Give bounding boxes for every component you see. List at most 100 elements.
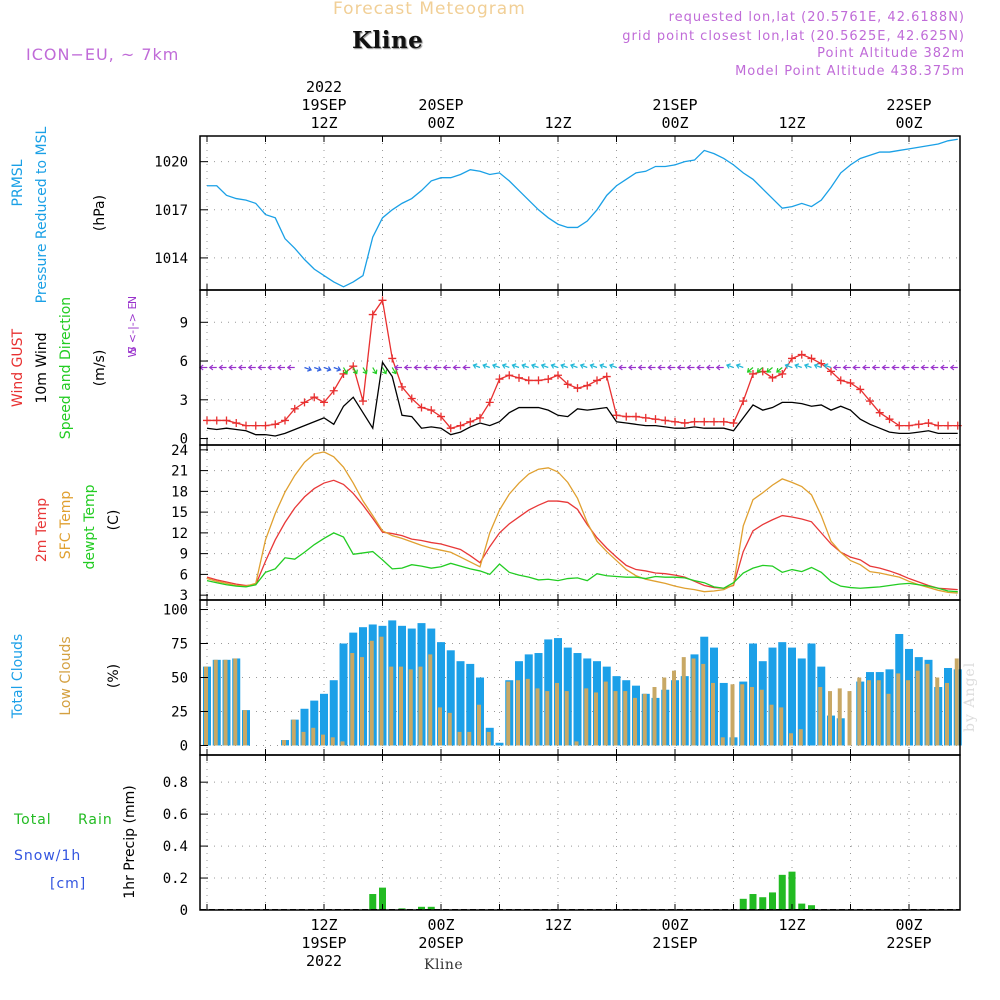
wind-arrow — [551, 364, 559, 369]
low-cloud-bar — [467, 731, 472, 746]
low-cloud-bar — [711, 682, 715, 746]
gust-marker — [856, 385, 865, 394]
wind-arrow — [747, 367, 754, 373]
gust-marker — [203, 416, 211, 425]
wind-arrow-head — [326, 366, 332, 372]
low-cloud-bar — [789, 733, 793, 746]
panel-frame — [199, 444, 961, 601]
wind-arrow-head — [277, 364, 282, 371]
gust-marker — [437, 412, 445, 421]
gust-marker — [680, 419, 689, 428]
wind-arrow — [372, 367, 377, 374]
location-title: Kline — [352, 27, 424, 54]
y-tick-label: 9 — [180, 315, 188, 331]
y-tick-label: 1020 — [154, 155, 188, 171]
time-label-top: 19SEP — [301, 96, 346, 114]
wind-arrow-head — [949, 364, 955, 371]
wind-arrow-head — [550, 363, 556, 369]
low-cloud-bar — [857, 677, 862, 746]
low-cloud-bar — [798, 729, 803, 746]
wind-arrow — [323, 366, 331, 371]
gust-marker — [593, 376, 601, 385]
gust-marker — [632, 412, 640, 421]
wind-arrow-head — [286, 364, 292, 371]
total-clouds-label: Total Clouds — [10, 634, 26, 719]
total-cloud-bar — [797, 658, 806, 746]
wind-arrow-head — [871, 364, 877, 371]
y-tick-label: 6 — [180, 354, 188, 370]
low-cloud-bar — [379, 636, 384, 746]
low-cloud-bar — [613, 691, 618, 746]
gust-marker — [719, 417, 728, 426]
gust-marker — [924, 419, 933, 428]
time-label-bottom: 12Z — [310, 916, 337, 934]
gust-marker — [905, 421, 913, 430]
gust-marker — [271, 420, 280, 429]
gust-marker — [602, 372, 611, 381]
gust-marker — [573, 384, 582, 393]
wind-arrow-head — [920, 364, 926, 371]
low-cloud-bar — [369, 640, 374, 746]
total-cloud-bar — [320, 693, 328, 746]
y-tick-label: 3 — [180, 393, 188, 409]
rain-bar — [418, 906, 425, 910]
gust-marker — [866, 397, 874, 406]
wind-arrow — [502, 364, 510, 369]
wind-arrow — [314, 366, 322, 371]
rain-bar — [749, 894, 757, 910]
wind-arrow — [794, 364, 802, 369]
total-cloud-bar — [788, 647, 796, 746]
wind-arrow — [352, 367, 358, 374]
wind-arrow — [570, 364, 578, 369]
low-cloud-bar — [828, 691, 832, 746]
y-tick-label: 12 — [171, 526, 188, 542]
low-cloud-bar — [701, 663, 706, 746]
wind-arrow-head — [462, 364, 467, 371]
gust-marker — [622, 412, 631, 421]
prmsl-label: PRMSL — [10, 159, 26, 206]
low-cloud-bar — [243, 710, 247, 746]
wind-arrow-head — [218, 364, 224, 371]
y-tick-label: 1014 — [154, 251, 188, 267]
low-cloud-bar — [662, 677, 667, 746]
low-cloud-bar — [457, 731, 462, 746]
gust-marker — [710, 417, 718, 426]
low-cloud-bar — [730, 684, 735, 746]
low-cloud-bar — [340, 741, 345, 746]
wind-arrow-head — [307, 366, 312, 372]
low-cloud-bar — [438, 707, 442, 746]
total-cloud-bar — [437, 642, 445, 746]
gust-marker — [700, 417, 709, 426]
rain-bar — [778, 874, 786, 910]
time-label-top: 20SEP — [418, 96, 463, 114]
low-cloud-bar — [837, 688, 842, 746]
y-tick-label: 100 — [163, 603, 188, 619]
y-tick-label: 18 — [171, 484, 188, 500]
time-label-top: 00Z — [661, 114, 688, 132]
gust-marker — [310, 393, 319, 402]
gust-marker — [339, 369, 348, 378]
low-cloud-bar — [623, 691, 628, 746]
low-cloud-bar — [584, 688, 589, 746]
wind-arrow-head — [560, 363, 566, 369]
y-tick-label: 0 — [180, 903, 188, 919]
gust-marker — [417, 403, 426, 412]
low-cloud-bar — [291, 719, 296, 746]
wind-arrow-head — [637, 364, 643, 371]
wind-arrow-head — [433, 364, 438, 371]
low-cloud-bar — [779, 707, 784, 746]
gust-marker — [281, 416, 289, 425]
watermark: by Angel — [962, 661, 978, 732]
low-cloud-bar — [818, 687, 823, 746]
y-tick-label: 0.8 — [163, 775, 188, 791]
wind-arrow-head — [618, 364, 623, 371]
gust-marker — [934, 421, 943, 430]
low-cloud-bar — [759, 689, 764, 746]
low-cloud-bar — [477, 704, 481, 746]
gust-marker — [329, 386, 338, 395]
y-tick-label: 0 — [180, 432, 188, 448]
rain-bar — [379, 887, 386, 910]
gust-marker — [212, 416, 221, 425]
wind-arrow-head — [696, 364, 701, 371]
